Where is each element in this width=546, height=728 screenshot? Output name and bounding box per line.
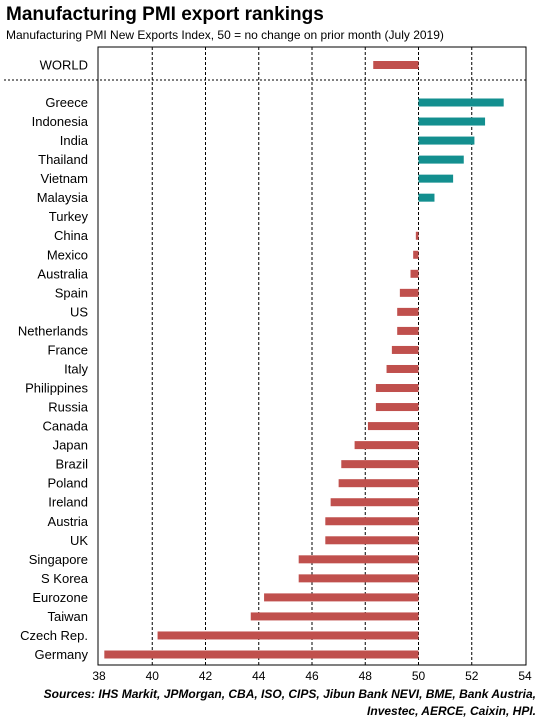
category-label: S Korea [41, 571, 89, 586]
category-label: Thailand [38, 152, 88, 167]
category-label: WORLD [40, 58, 88, 73]
bar-mexico [413, 250, 419, 259]
category-label: Czech Rep. [20, 628, 88, 643]
category-label: Ireland [48, 495, 88, 510]
bar-world [373, 61, 419, 69]
category-label: India [60, 133, 89, 148]
category-label: Poland [48, 476, 88, 491]
category-label: Austria [48, 514, 89, 529]
category-label: Vietnam [41, 171, 88, 186]
bar-india [418, 136, 475, 145]
category-label: Indonesia [32, 114, 89, 129]
category-label: Singapore [29, 552, 88, 567]
bar-vietnam [418, 174, 454, 183]
x-tick-label: 42 [199, 669, 213, 683]
category-label: Philippines [25, 381, 88, 396]
bar-netherlands [397, 326, 419, 335]
bar-france [391, 345, 419, 354]
category-label: UK [70, 533, 88, 548]
bar-china [415, 231, 419, 240]
bar-uk [325, 536, 419, 545]
bar-russia [375, 403, 419, 412]
bar-taiwan [250, 612, 419, 621]
category-label: Italy [64, 361, 88, 376]
bar-eurozone [264, 593, 419, 602]
category-label: Japan [53, 438, 88, 453]
category-label: Brazil [55, 457, 88, 472]
sources-note: Sources: IHS Markit, JPMorgan, CBA, ISO,… [43, 687, 536, 718]
category-label: Spain [55, 285, 88, 300]
category-label: Russia [48, 400, 89, 415]
bar-czech-rep [157, 631, 419, 640]
x-tick-label: 48 [359, 669, 373, 683]
category-label: Germany [35, 647, 89, 662]
bar-thailand [418, 155, 464, 164]
x-tick-label: 38 [92, 669, 106, 683]
category-label: Canada [42, 419, 88, 434]
category-label: Malaysia [37, 190, 89, 205]
category-label: Australia [37, 266, 88, 281]
x-tick-label: 52 [465, 669, 479, 683]
bar-brazil [341, 460, 419, 469]
x-tick-label: 44 [252, 669, 266, 683]
bar-greece [418, 98, 504, 107]
x-tick-label: 54 [518, 669, 532, 683]
bar-philippines [375, 384, 419, 393]
category-label: US [70, 304, 88, 319]
category-label: Netherlands [18, 323, 89, 338]
category-label: Mexico [47, 247, 88, 262]
chart-subtitle: Manufacturing PMI New Exports Index, 50 … [6, 28, 444, 42]
bar-indonesia [418, 117, 486, 126]
bar-poland [338, 479, 419, 488]
category-label: Taiwan [48, 609, 88, 624]
bar-canada [367, 422, 419, 431]
category-label: China [54, 228, 89, 243]
bar-singapore [298, 555, 419, 564]
pmi-bar-chart: 38 40 42 44 46 48 50 52 54 WORLD Greece Indonesia In… [4, 46, 532, 683]
category-label: France [48, 342, 88, 357]
x-tick-label: 46 [305, 669, 319, 683]
bar-spain [399, 288, 419, 297]
category-label: Greece [45, 95, 88, 110]
bar-germany [104, 650, 419, 659]
category-label: Turkey [49, 209, 89, 224]
bar-italy [386, 364, 419, 373]
bar-austria [325, 517, 419, 526]
bar-ireland [330, 498, 419, 507]
x-tick-label: 50 [412, 669, 426, 683]
bar-s-korea [298, 574, 419, 583]
chart-title: Manufacturing PMI export rankings [6, 4, 324, 25]
bar-malaysia [418, 193, 435, 202]
category-label: Eurozone [32, 590, 88, 605]
bar-australia [410, 269, 419, 278]
bar-us [397, 307, 419, 316]
bar-japan [354, 441, 419, 450]
x-tick-label: 40 [146, 669, 160, 683]
